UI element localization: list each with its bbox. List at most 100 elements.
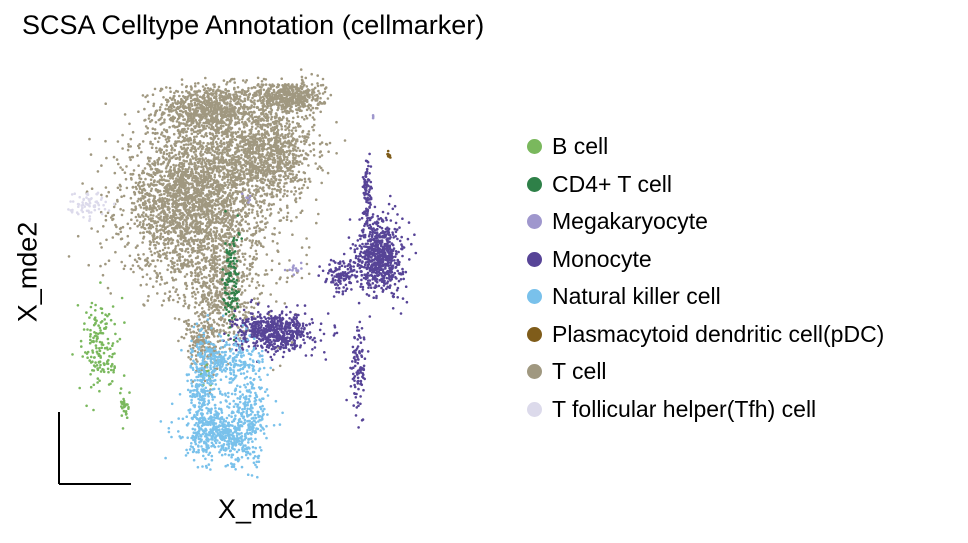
data-point <box>123 171 127 174</box>
data-point <box>178 124 181 127</box>
data-point <box>254 133 258 136</box>
data-point <box>164 167 168 170</box>
data-point <box>191 118 195 121</box>
data-point <box>143 119 146 122</box>
data-point <box>141 241 144 244</box>
data-point <box>274 112 278 115</box>
data-point <box>179 233 182 237</box>
data-point <box>151 259 154 263</box>
data-point <box>202 88 206 92</box>
data-point <box>320 141 324 144</box>
data-point <box>279 190 282 194</box>
data-point <box>236 117 239 120</box>
data-point <box>272 88 276 92</box>
data-point <box>162 299 165 303</box>
data-point <box>182 95 185 98</box>
data-point <box>190 86 193 90</box>
data-point <box>285 194 289 198</box>
data-point <box>242 123 246 126</box>
data-point <box>287 93 291 97</box>
data-point <box>217 167 220 170</box>
data-point <box>159 87 163 91</box>
data-point <box>267 104 270 108</box>
data-point <box>233 185 236 188</box>
data-point <box>270 115 274 119</box>
data-point <box>160 204 164 207</box>
data-point <box>213 166 217 169</box>
data-point <box>131 130 135 134</box>
data-point <box>119 188 122 192</box>
data-point <box>294 199 297 202</box>
data-point <box>231 169 234 172</box>
data-point <box>187 138 191 141</box>
data-point <box>181 135 185 139</box>
data-point <box>246 181 249 185</box>
data-point <box>226 194 230 198</box>
data-point <box>211 119 214 123</box>
data-point <box>202 212 205 215</box>
data-point <box>247 212 251 215</box>
data-point <box>231 154 234 157</box>
data-point <box>112 205 116 209</box>
data-point <box>177 243 180 247</box>
data-point <box>173 148 176 152</box>
data-point <box>210 109 213 113</box>
data-point <box>120 237 124 240</box>
data-point <box>169 108 172 112</box>
data-point <box>159 254 162 257</box>
data-point <box>232 200 235 203</box>
data-point <box>271 188 274 191</box>
data-point <box>303 118 306 121</box>
data-point <box>186 127 190 130</box>
data-point <box>128 156 132 159</box>
data-point <box>139 199 143 202</box>
data-point <box>297 170 301 174</box>
data-point <box>99 242 102 245</box>
data-point <box>219 196 223 199</box>
data-point <box>202 268 206 271</box>
data-point <box>179 122 183 125</box>
data-point <box>121 147 124 150</box>
data-point <box>172 196 175 199</box>
data-point <box>238 145 242 148</box>
data-point <box>234 138 238 142</box>
data-point <box>185 130 189 133</box>
data-point <box>235 122 238 126</box>
data-point <box>315 99 319 102</box>
data-point <box>287 129 291 132</box>
data-point <box>246 172 250 175</box>
data-point <box>171 203 175 206</box>
data-point <box>262 163 266 167</box>
data-point <box>335 120 338 124</box>
data-point <box>228 173 232 177</box>
data-point <box>309 104 312 107</box>
data-point <box>262 199 265 202</box>
data-point <box>239 173 242 176</box>
data-point <box>299 140 303 144</box>
data-point <box>298 187 301 191</box>
data-point <box>177 252 181 256</box>
data-point <box>258 154 261 158</box>
data-point <box>131 264 135 267</box>
data-point <box>167 184 171 187</box>
data-point <box>249 147 252 150</box>
data-point <box>143 218 147 221</box>
data-point <box>163 145 166 148</box>
data-point <box>178 113 182 116</box>
data-point <box>115 158 119 161</box>
data-point <box>182 205 185 208</box>
data-point <box>227 92 231 96</box>
data-point <box>208 262 212 265</box>
data-point <box>197 184 201 187</box>
data-point <box>316 84 320 88</box>
data-point <box>258 169 261 173</box>
data-point <box>295 91 299 94</box>
data-point <box>261 123 265 126</box>
data-point <box>252 133 255 137</box>
data-point <box>213 106 217 109</box>
data-point <box>304 140 308 144</box>
data-point <box>146 183 150 186</box>
data-point <box>204 214 207 218</box>
data-point <box>142 219 145 223</box>
data-point <box>243 130 247 133</box>
